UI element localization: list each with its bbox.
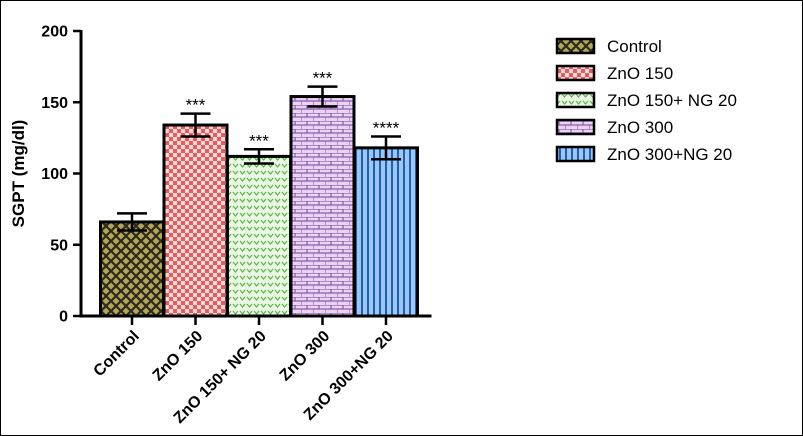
y-tick-label: 100: [41, 166, 68, 183]
legend-swatch-1: [555, 37, 596, 55]
y-tick-label: 0: [59, 309, 68, 326]
legend-swatch-3: [555, 91, 596, 109]
significance-label: ***: [249, 131, 269, 150]
y-tick-label: 50: [50, 237, 68, 254]
y-axis-label: SGPT (mg/dl): [9, 120, 28, 228]
y-tick-label: 150: [41, 95, 68, 112]
legend-label-2: ZnO 150: [607, 64, 673, 83]
x-tick-label: ZnO 300: [277, 328, 334, 385]
bar-2: [162, 123, 229, 318]
bar-3: [226, 154, 292, 318]
significance-label: ***: [313, 69, 333, 88]
legend-label-5: ZnO 300+NG 20: [607, 145, 732, 164]
legend-label-4: ZnO 300: [607, 118, 673, 137]
legend-label-3: ZnO 150+ NG 20: [607, 91, 737, 110]
x-tick-label: Control: [91, 328, 143, 380]
bar-5: [353, 146, 419, 318]
bar-4: [289, 95, 356, 318]
legend-swatch-4: [555, 118, 596, 136]
y-tick-label: 200: [41, 24, 68, 41]
legend-label-1: Control: [607, 37, 662, 56]
significance-label: ***: [186, 96, 206, 115]
bar-1: [99, 220, 165, 318]
x-tick-label: ZnO 150: [150, 328, 207, 385]
significance-label: ****: [373, 118, 400, 137]
legend-swatch-2: [555, 64, 596, 82]
legend-swatch-5: [555, 145, 596, 163]
